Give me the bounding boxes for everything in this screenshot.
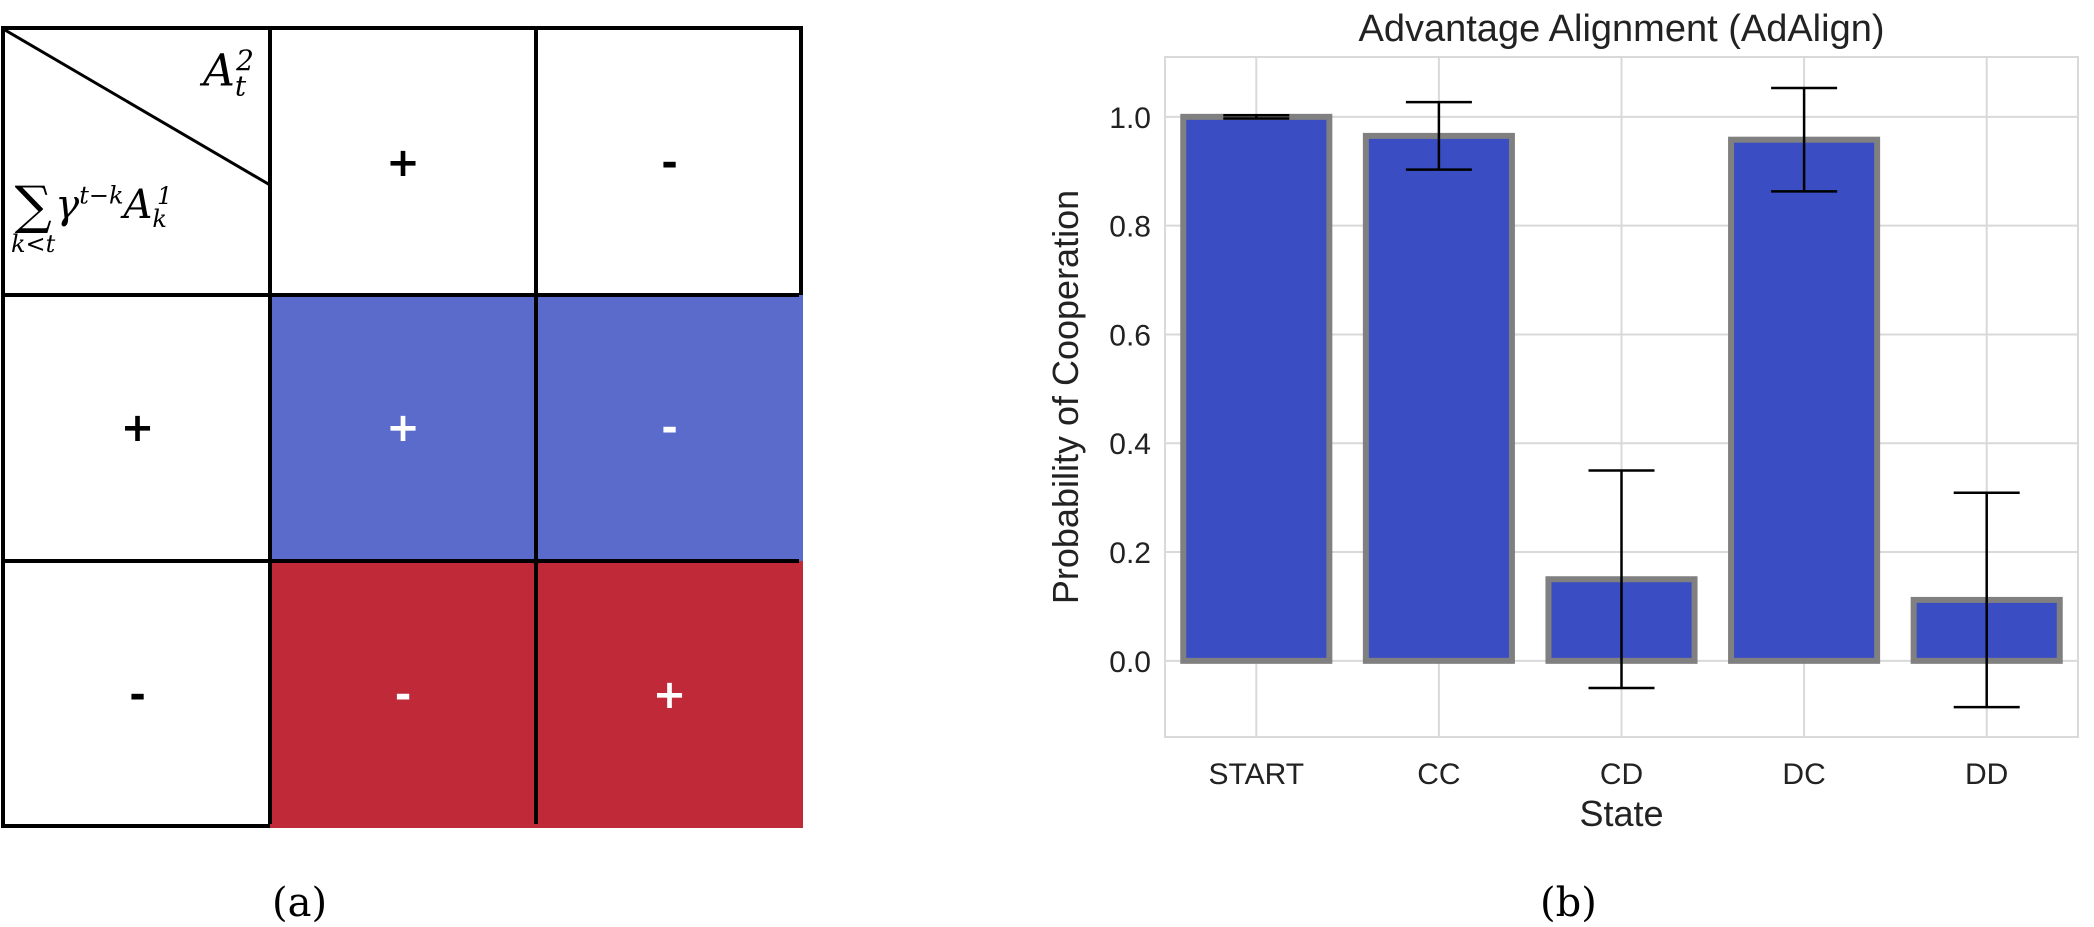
grid-line <box>5 559 799 563</box>
corner-cell: At2 ∑ k<t γt−kAk1 <box>5 30 270 295</box>
grid-line <box>268 30 272 824</box>
bar-cc <box>1362 132 1515 664</box>
row-header-minus: - <box>129 671 146 718</box>
col-axis-label: At2 <box>203 44 254 103</box>
y-axis-label: Probability of Cooperation <box>1045 190 1086 604</box>
cell-plus-minus: - <box>536 295 803 561</box>
row-axis-label: ∑ k<t γt−kAk1 <box>11 176 173 258</box>
plot-area: 0.0 0.2 0.4 0.6 0.8 1.0 START CC CD DC DD <box>1109 56 2079 791</box>
y-tick-label: 1.0 <box>1109 102 1151 135</box>
bar-start <box>1180 113 1333 664</box>
col-header-minus: - <box>661 139 678 186</box>
x-axis-label: State <box>1579 793 1663 834</box>
x-tick-label: DC <box>1782 758 1825 791</box>
grid-line <box>534 30 538 824</box>
cell-minus-plus: - <box>270 561 536 828</box>
cell-minus-minus: + <box>536 561 803 828</box>
caption-b: (b) <box>1540 880 1597 926</box>
x-tick-label: CD <box>1600 758 1643 791</box>
x-tick-label: DD <box>1965 758 2008 791</box>
sign-table: At2 ∑ k<t γt−kAk1 + - + - + - - + <box>1 26 803 828</box>
y-tick-label: 0.8 <box>1109 211 1151 244</box>
caption-a: (a) <box>272 880 328 926</box>
sign-table-panel: At2 ∑ k<t γt−kAk1 + - + - + - - + (a) <box>0 0 820 927</box>
y-tick-label: 0.0 <box>1109 646 1151 679</box>
row-header-plus: + <box>120 405 155 451</box>
x-tick-label: START <box>1209 758 1305 791</box>
col-header-plus: + <box>386 139 420 186</box>
grid-line <box>5 293 799 297</box>
cell-plus-plus: + <box>270 295 536 561</box>
chart-title: Advantage Alignment (AdAlign) <box>1359 8 1885 50</box>
y-tick-label: 0.6 <box>1109 319 1151 352</box>
plot-frame <box>1164 56 2079 738</box>
x-tick-label: CC <box>1417 758 1460 791</box>
bar-chart: 0.0 0.2 0.4 0.6 0.8 1.0 START CC CD DC DD Advantag… <box>1045 8 2079 834</box>
bar-dc <box>1728 136 1881 664</box>
y-tick-label: 0.4 <box>1109 428 1151 461</box>
corner-diagonal <box>5 30 270 187</box>
y-tick-label: 0.2 <box>1109 537 1151 570</box>
